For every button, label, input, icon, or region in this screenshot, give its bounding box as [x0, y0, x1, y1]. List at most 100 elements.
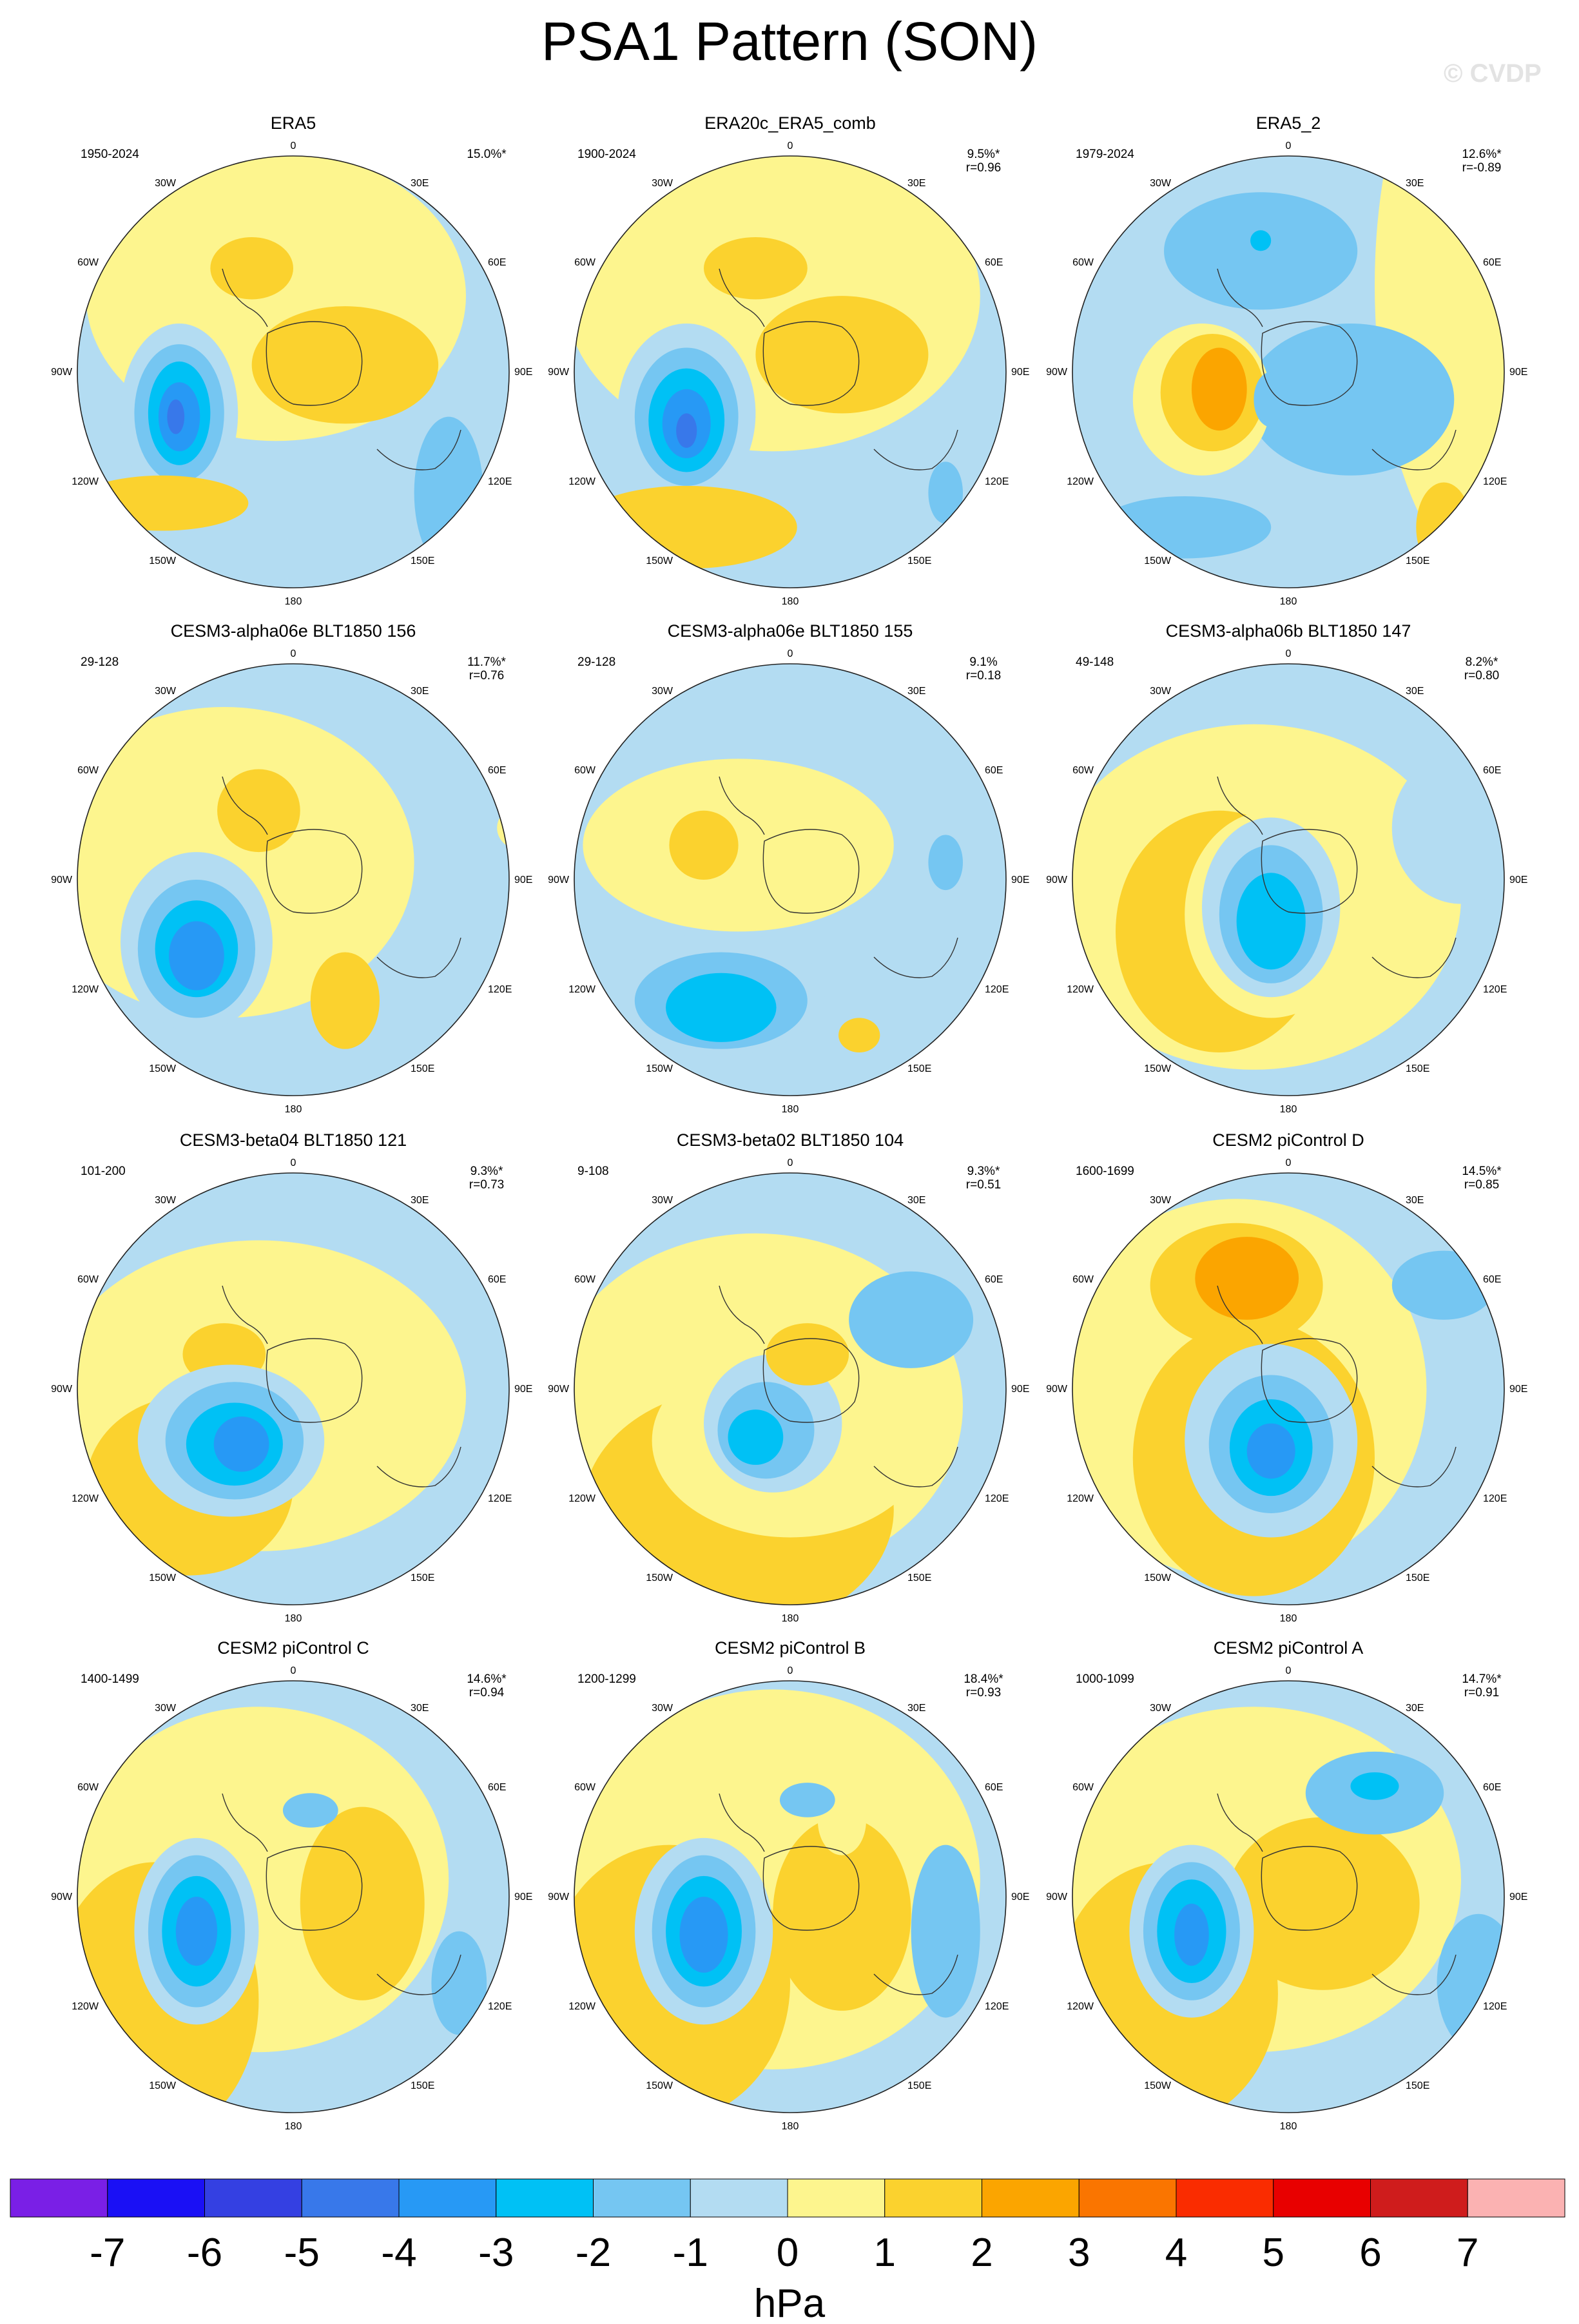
contour-region	[576, 485, 797, 569]
contour-region	[1098, 496, 1272, 559]
longitude-label: 60E	[1483, 765, 1501, 776]
longitude-label: 30W	[155, 1703, 177, 1714]
longitude-label: 60E	[985, 257, 1003, 268]
colorbar-swatch	[1370, 2178, 1468, 2218]
longitude-label: 120W	[72, 2001, 99, 2012]
longitude-label: 150E	[1406, 2080, 1429, 2091]
longitude-label: 60E	[488, 257, 506, 268]
panel-variance: 11.7%*	[467, 655, 506, 669]
longitude-label: 120W	[1067, 1493, 1094, 1504]
australia-coastline	[873, 1954, 958, 1995]
contour-region	[838, 1018, 880, 1052]
longitude-label: 60W	[77, 257, 99, 268]
contour-region	[1246, 323, 1455, 476]
colorbar-tick-label: 1	[874, 2231, 896, 2275]
south-america-coastline	[1217, 776, 1263, 835]
contour-region	[1391, 1250, 1496, 1320]
longitude-label: 60E	[985, 1782, 1003, 1793]
longitude-label: 120E	[488, 1493, 512, 1504]
longitude-label: 150W	[149, 1063, 177, 1074]
longitude-label: 180	[782, 1104, 799, 1115]
longitude-label: 90W	[1046, 875, 1068, 886]
longitude-label: 60W	[574, 1782, 596, 1793]
longitude-label: 150E	[411, 1573, 434, 1583]
panel-period: 1950-2024	[81, 148, 139, 161]
contour-region	[679, 1897, 728, 1973]
longitude-label: 0	[291, 1157, 296, 1168]
contour-region	[300, 1806, 425, 2000]
colorbar-swatch	[398, 2178, 497, 2218]
south-america-coastline	[719, 1793, 765, 1852]
colorbar-tick-label: -3	[478, 2231, 514, 2275]
south-america-coastline	[222, 268, 268, 327]
longitude-label: 90E	[514, 367, 532, 378]
panel-period: 49-148	[1076, 655, 1114, 669]
map-field	[574, 1681, 1006, 2113]
longitude-label: 120W	[1067, 476, 1094, 487]
longitude-label: 30W	[652, 686, 673, 697]
longitude-label: 0	[1286, 1665, 1292, 1676]
longitude-label: 150W	[1144, 556, 1172, 566]
panel-correlation: r=-0.89	[1462, 161, 1502, 175]
panel-period: 1900-2024	[577, 148, 636, 161]
colorbar-tick-label: -4	[381, 2231, 416, 2275]
colorbar-swatch	[496, 2178, 594, 2218]
longitude-label: 0	[788, 648, 793, 659]
map-boundary	[77, 155, 510, 588]
colorbar-swatch	[982, 2178, 1080, 2218]
longitude-label: 90W	[51, 367, 73, 378]
longitude-label: 60E	[1483, 257, 1501, 268]
map-field	[1072, 1681, 1504, 2113]
map-field	[77, 1173, 509, 1605]
contour-region	[666, 973, 777, 1042]
longitude-label: 30E	[907, 178, 925, 189]
longitude-label: 180	[782, 1613, 799, 1624]
longitude-label: 30E	[907, 686, 925, 697]
longitude-label: 0	[788, 1665, 793, 1676]
panel-title: ERA5_2	[1256, 113, 1321, 133]
panel-variance: 8.2%*	[1466, 655, 1498, 669]
longitude-label: 0	[291, 1665, 296, 1676]
longitude-label: 120W	[72, 984, 99, 995]
contour-region	[251, 306, 439, 424]
antarctica-coastline	[762, 321, 860, 406]
longitude-label: 150E	[411, 2080, 434, 2091]
map-panel: CESM2 piControl A 1000-1099 14.7%*r=0.91 0 1…	[1046, 1638, 1527, 2132]
longitude-label: 150W	[149, 556, 177, 566]
longitude-label: 90E	[1011, 1892, 1029, 1903]
colorbar-swatch	[107, 2178, 205, 2218]
longitude-label: 150W	[646, 2080, 673, 2091]
longitude-label: 30W	[1150, 1195, 1172, 1206]
contour-region	[414, 416, 483, 569]
south-america-coastline	[719, 776, 765, 835]
longitude-label: 90W	[548, 875, 570, 886]
map-boundary	[77, 1680, 510, 2113]
longitude-label: 30W	[1150, 1703, 1172, 1714]
panel-period: 9-108	[577, 1165, 609, 1178]
panel-title: CESM2 piControl B	[715, 1638, 866, 1658]
colorbar-swatch	[593, 2178, 691, 2218]
panel-variance: 14.6%*	[467, 1672, 507, 1686]
panel-correlation: r=0.18	[966, 669, 1001, 683]
australia-coastline	[376, 1954, 461, 1995]
map-boundary	[574, 155, 1007, 588]
longitude-label: 0	[788, 1157, 793, 1168]
longitude-label: 90E	[514, 875, 532, 886]
antarctica-coastline	[1261, 1338, 1358, 1423]
panel-title: ERA5	[271, 113, 316, 133]
colorbar-tick-label: 4	[1165, 2231, 1187, 2275]
map-panel: ERA5_2 1979-2024 12.6%*r=-0.89 0 180 30W 30E 60…	[1046, 113, 1527, 607]
map-field	[1072, 156, 1504, 588]
map-boundary	[1072, 1172, 1505, 1605]
longitude-label: 150E	[1406, 1063, 1429, 1074]
map-field	[1072, 664, 1504, 1096]
panel-variance: 14.7%*	[1462, 1672, 1502, 1686]
panel-variance: 9.3%*	[470, 1165, 503, 1178]
south-america-coastline	[222, 776, 268, 835]
contour-region	[1375, 156, 1504, 588]
longitude-label: 30E	[1406, 178, 1424, 189]
panel-period: 29-128	[577, 655, 615, 669]
longitude-label: 90W	[51, 1384, 73, 1395]
longitude-label: 150W	[149, 2080, 177, 2091]
colorbar-swatch	[884, 2178, 982, 2218]
